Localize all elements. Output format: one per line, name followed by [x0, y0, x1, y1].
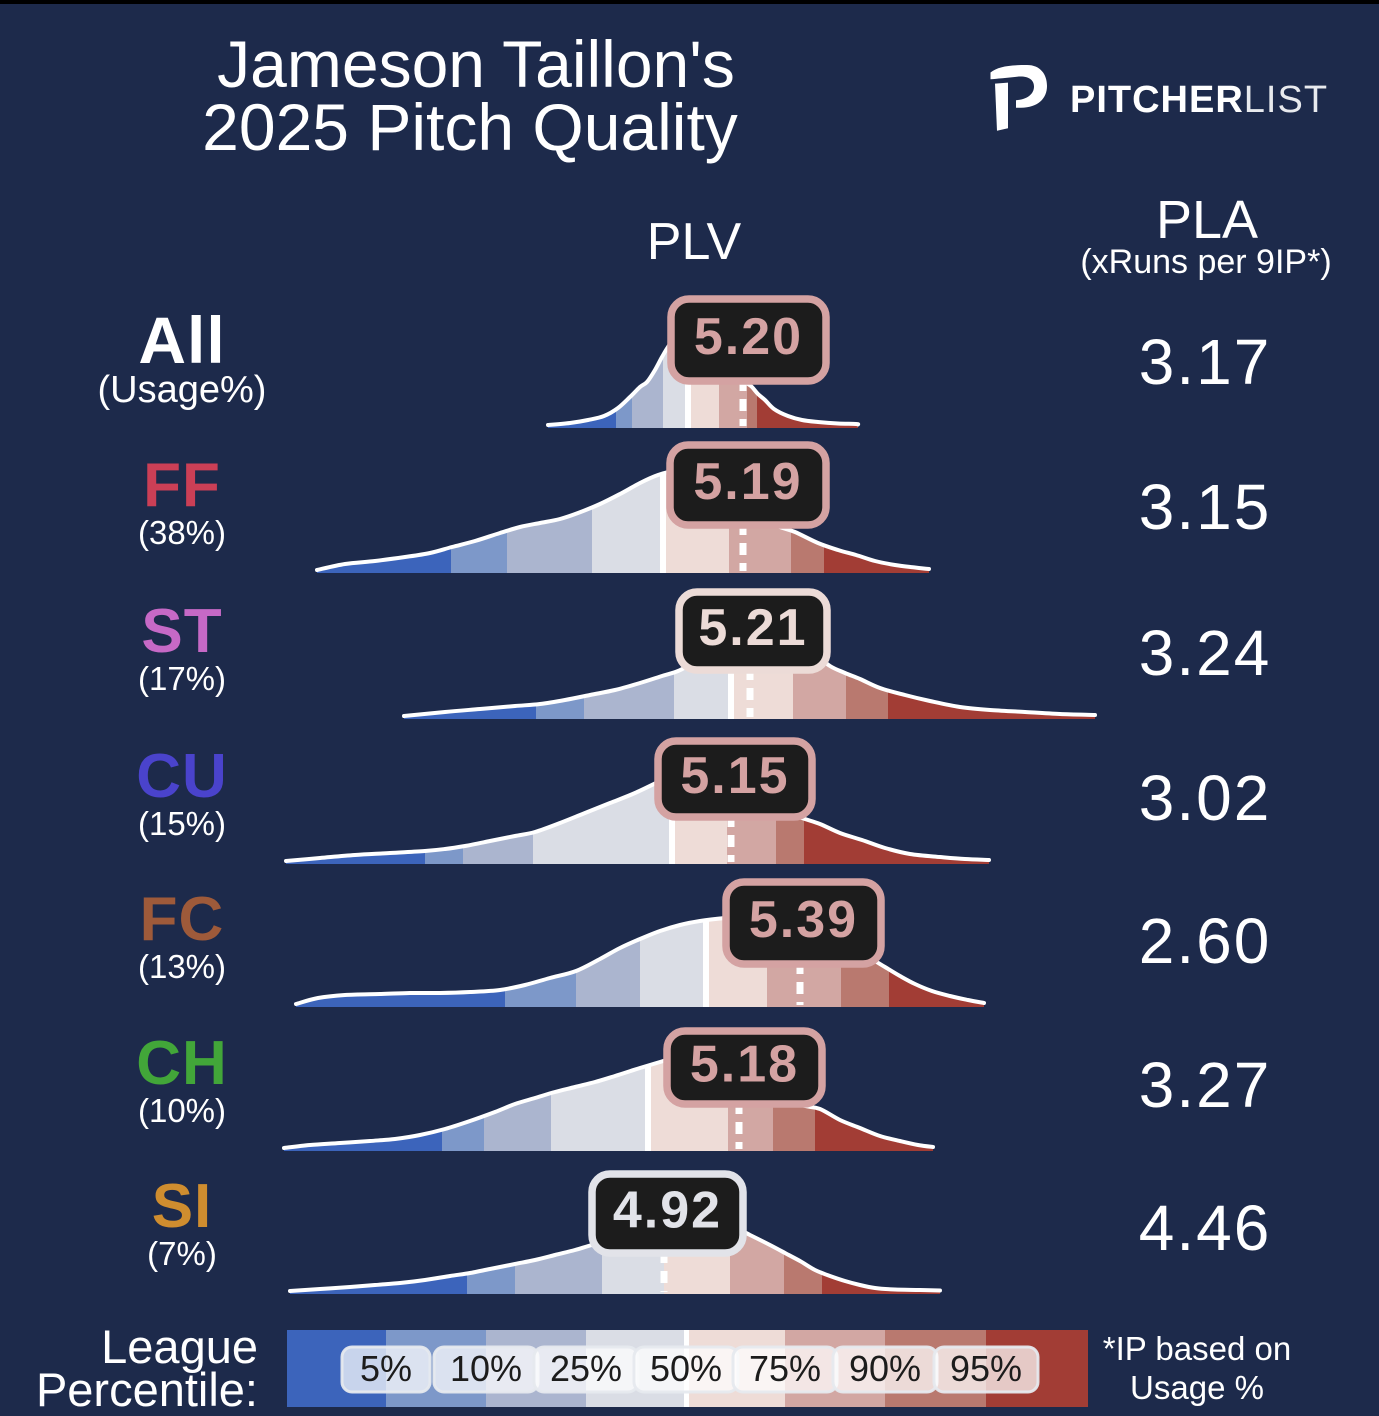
svg-text:FC: FC	[140, 885, 225, 954]
svg-text:(7%): (7%)	[147, 1235, 217, 1272]
svg-text:(13%): (13%)	[138, 948, 226, 985]
svg-text:3.02: 3.02	[1139, 762, 1272, 834]
svg-text:5.15: 5.15	[680, 747, 789, 805]
svg-text:95%: 95%	[950, 1348, 1022, 1389]
svg-text:CU: CU	[136, 742, 228, 811]
svg-text:4.46: 4.46	[1139, 1192, 1272, 1264]
svg-text:Usage %: Usage %	[1130, 1369, 1264, 1406]
svg-text:PITCHERLIST: PITCHERLIST	[1070, 79, 1328, 121]
svg-text:(Usage%): (Usage%)	[98, 369, 267, 411]
svg-text:Percentile:: Percentile:	[36, 1363, 258, 1416]
svg-text:5.39: 5.39	[749, 891, 858, 949]
svg-text:10%: 10%	[450, 1348, 522, 1389]
svg-text:75%: 75%	[749, 1348, 821, 1389]
svg-text:3.27: 3.27	[1139, 1049, 1272, 1121]
svg-text:3.24: 3.24	[1139, 617, 1272, 689]
svg-text:FF: FF	[143, 451, 221, 520]
svg-text:*IP based on: *IP based on	[1103, 1330, 1291, 1367]
svg-text:5.19: 5.19	[693, 453, 802, 511]
svg-text:5.18: 5.18	[690, 1036, 799, 1094]
svg-text:League: League	[101, 1320, 258, 1373]
svg-text:Jameson Taillon's: Jameson Taillon's	[217, 27, 735, 101]
svg-text:2.60: 2.60	[1139, 905, 1272, 977]
svg-text:PLV: PLV	[647, 213, 742, 271]
svg-text:All: All	[138, 303, 225, 377]
svg-text:2025 Pitch Quality: 2025 Pitch Quality	[202, 90, 738, 164]
svg-text:5%: 5%	[360, 1348, 412, 1389]
svg-text:SI: SI	[152, 1172, 213, 1241]
svg-text:(17%): (17%)	[138, 660, 226, 697]
svg-text:90%: 90%	[849, 1348, 921, 1389]
svg-text:25%: 25%	[550, 1348, 622, 1389]
svg-text:3.15: 3.15	[1139, 471, 1272, 543]
svg-text:ST: ST	[141, 597, 222, 666]
svg-text:CH: CH	[136, 1029, 228, 1098]
svg-text:5.20: 5.20	[694, 308, 803, 366]
svg-text:(38%): (38%)	[138, 514, 226, 551]
svg-text:50%: 50%	[650, 1348, 722, 1389]
svg-text:4.92: 4.92	[613, 1182, 722, 1240]
svg-text:(15%): (15%)	[138, 805, 226, 842]
svg-text:PLA: PLA	[1156, 190, 1258, 250]
svg-text:5.21: 5.21	[698, 599, 807, 657]
svg-text:(xRuns per 9IP*): (xRuns per 9IP*)	[1080, 243, 1331, 281]
svg-text:3.17: 3.17	[1139, 326, 1272, 398]
svg-text:(10%): (10%)	[138, 1092, 226, 1129]
